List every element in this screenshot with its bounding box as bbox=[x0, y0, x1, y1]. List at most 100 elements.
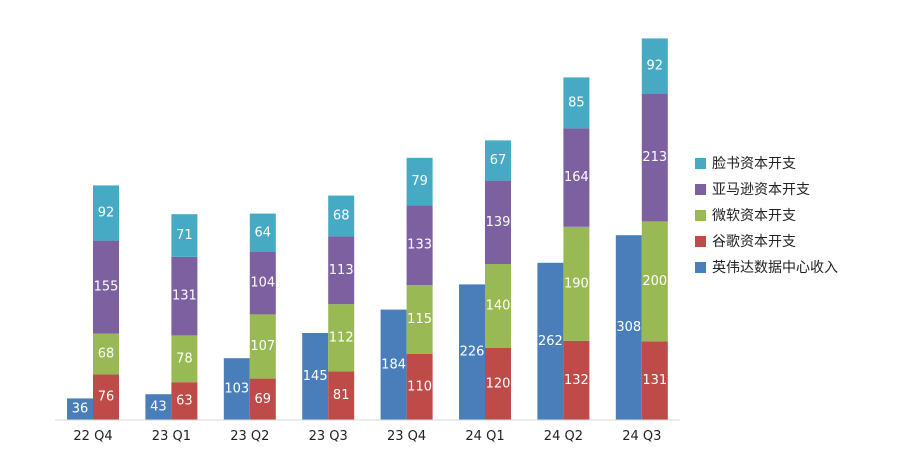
x-tick-label: 24 Q3 bbox=[622, 429, 661, 444]
bar-segment-3 bbox=[563, 77, 590, 129]
bar-segment-1 bbox=[485, 264, 511, 348]
bar-segment-3 bbox=[93, 185, 119, 241]
legend-swatch bbox=[695, 157, 706, 169]
bars-layer: 36 76 68 155 92 43 63 78 131 71 103 69 107 104 64 145 81… bbox=[67, 38, 668, 420]
x-tick-label: 23 Q2 bbox=[230, 429, 269, 444]
data-label-segment-2: 139 bbox=[486, 215, 511, 230]
bar-segment-0 bbox=[328, 371, 355, 420]
bar-segment-2 bbox=[171, 256, 198, 336]
data-label-segment-0: 110 bbox=[407, 380, 432, 395]
bar-nvidia bbox=[302, 333, 329, 420]
data-label-segment-1: 115 bbox=[407, 312, 432, 327]
data-label-segment-0: 120 bbox=[486, 377, 511, 392]
bar-segment-2 bbox=[641, 93, 668, 222]
x-tick-label: 23 Q4 bbox=[387, 429, 426, 444]
data-label-nvidia: 184 bbox=[381, 357, 406, 372]
legend-item: 微软资本开支 bbox=[695, 202, 838, 228]
bar-segment-3 bbox=[249, 213, 276, 252]
bar-segment-0 bbox=[249, 378, 276, 420]
data-label-segment-0: 131 bbox=[642, 373, 667, 388]
data-label-segment-3: 64 bbox=[255, 225, 272, 240]
data-label-segment-0: 132 bbox=[564, 373, 589, 388]
x-tick-label: 23 Q3 bbox=[309, 429, 348, 444]
data-label-segment-1: 78 bbox=[176, 351, 193, 366]
legend-item: 英伟达数据中心收入 bbox=[695, 254, 838, 280]
bar-segment-0 bbox=[563, 340, 590, 420]
legend-label: 谷歌资本开支 bbox=[712, 234, 796, 250]
bar-segment-1 bbox=[93, 333, 119, 375]
data-label-segment-1: 140 bbox=[486, 299, 511, 314]
bar-nvidia bbox=[67, 398, 93, 420]
legend-label: 微软资本开支 bbox=[712, 208, 796, 224]
bar-segment-1 bbox=[563, 226, 590, 341]
bar-segment-1 bbox=[171, 335, 198, 383]
legend-swatch bbox=[695, 261, 706, 273]
data-label-segment-3: 92 bbox=[647, 59, 664, 74]
bar-segment-2 bbox=[406, 205, 433, 285]
bar-segment-1 bbox=[328, 304, 355, 372]
legend-label: 英伟达数据中心收入 bbox=[712, 260, 838, 276]
data-label-segment-1: 68 bbox=[98, 347, 115, 362]
bar-segment-2 bbox=[485, 180, 511, 264]
x-tick-label: 22 Q4 bbox=[73, 429, 112, 444]
data-label-segment-1: 190 bbox=[564, 276, 589, 291]
legend-swatch bbox=[695, 235, 706, 247]
data-label-segment-2: 164 bbox=[564, 170, 589, 185]
data-label-segment-0: 81 bbox=[333, 388, 350, 403]
x-tick-label: 24 Q2 bbox=[544, 429, 583, 444]
bar-segment-2 bbox=[93, 240, 119, 334]
data-label-segment-3: 68 bbox=[333, 209, 350, 224]
data-label-nvidia: 262 bbox=[538, 334, 563, 349]
x-tick-label: 23 Q1 bbox=[152, 429, 191, 444]
data-label-segment-1: 107 bbox=[250, 339, 275, 354]
data-label-segment-1: 112 bbox=[329, 330, 354, 345]
legend-label: 脸书资本开支 bbox=[712, 156, 796, 172]
bar-nvidia bbox=[537, 262, 564, 420]
data-label-segment-3: 85 bbox=[568, 95, 585, 110]
data-label-nvidia: 36 bbox=[72, 402, 89, 417]
data-label-nvidia: 43 bbox=[150, 400, 167, 415]
bar-segment-0 bbox=[641, 341, 668, 420]
bar-nvidia bbox=[459, 284, 485, 420]
bar-segment-2 bbox=[328, 236, 355, 305]
data-label-nvidia: 103 bbox=[224, 382, 249, 397]
data-label-nvidia: 145 bbox=[303, 369, 328, 384]
bar-segment-3 bbox=[406, 157, 433, 206]
data-label-segment-2: 213 bbox=[642, 150, 667, 165]
legend-item: 谷歌资本开支 bbox=[695, 228, 838, 254]
bar-segment-1 bbox=[406, 285, 433, 354]
data-label-segment-3: 79 bbox=[411, 174, 428, 189]
bar-segment-3 bbox=[485, 140, 511, 181]
data-label-nvidia: 226 bbox=[460, 345, 485, 360]
x-tick-label: 24 Q1 bbox=[465, 429, 504, 444]
bar-segment-2 bbox=[249, 252, 276, 315]
bar-segment-1 bbox=[249, 314, 276, 379]
bar-segment-3 bbox=[641, 38, 668, 94]
bar-segment-1 bbox=[641, 221, 668, 342]
data-label-segment-3: 67 bbox=[490, 153, 507, 168]
bar-segment-0 bbox=[93, 374, 119, 420]
bar-segment-3 bbox=[328, 195, 355, 237]
data-label-segment-2: 155 bbox=[94, 280, 119, 295]
data-label-segment-3: 71 bbox=[176, 228, 193, 243]
data-label-segment-2: 133 bbox=[407, 238, 432, 253]
data-label-segment-1: 200 bbox=[642, 274, 667, 289]
data-label-segment-0: 76 bbox=[98, 390, 115, 405]
legend-label: 亚马逊资本开支 bbox=[712, 182, 810, 198]
legend-item: 亚马逊资本开支 bbox=[695, 176, 838, 202]
data-label-segment-0: 63 bbox=[176, 394, 193, 409]
bar-nvidia bbox=[380, 309, 407, 420]
bar-segment-0 bbox=[406, 354, 433, 420]
data-label-segment-2: 113 bbox=[329, 263, 354, 278]
data-label-segment-0: 69 bbox=[255, 392, 272, 407]
legend-swatch bbox=[695, 209, 706, 221]
x-tick-layer: 22 Q4 23 Q1 23 Q2 23 Q3 23 Q4 24 Q1 24 Q2 24 Q3 bbox=[73, 429, 661, 444]
legend-item: 脸书资本开支 bbox=[695, 150, 838, 176]
legend: 脸书资本开支 亚马逊资本开支 微软资本开支 谷歌资本开支英伟达数据中心收入 bbox=[695, 150, 838, 280]
bar-segment-3 bbox=[171, 214, 198, 257]
data-label-nvidia: 308 bbox=[616, 320, 641, 335]
legend-swatch bbox=[695, 183, 706, 195]
bar-nvidia bbox=[615, 235, 642, 420]
bar-nvidia bbox=[223, 358, 250, 420]
